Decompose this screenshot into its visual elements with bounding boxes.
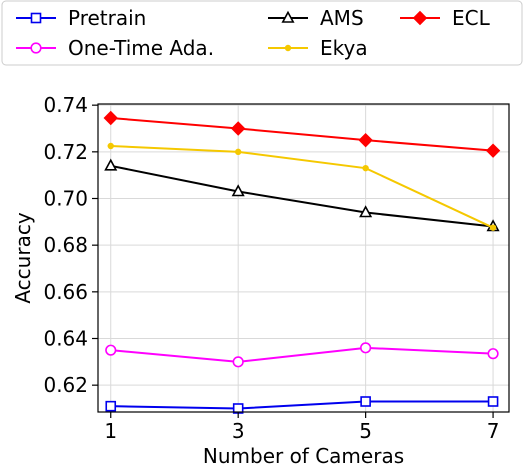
x-axis-label: Number of Cameras (203, 444, 404, 466)
data-point-one-time-ada (105, 344, 117, 356)
data-point-ecl (358, 132, 373, 148)
y-tick-label: 0.62 (43, 373, 88, 397)
series-line-one-time-ada (110, 346, 494, 363)
legend: Pretrain One-Time Ada. AMS Ekya ECL (1, 0, 523, 66)
data-point-one-time-ada (232, 356, 244, 368)
legend-marker-ekya (284, 44, 292, 52)
data-point-ams (231, 184, 245, 197)
data-point-ekya (489, 224, 497, 231)
data-point-ams (359, 205, 373, 218)
plot-frame (97, 103, 510, 413)
series-layer (103, 110, 501, 414)
x-tick-label: 5 (359, 419, 372, 443)
x-tick-label: 7 (487, 419, 500, 443)
grid (98, 104, 509, 412)
data-point-ekya (234, 148, 242, 156)
series-ams (104, 158, 500, 232)
y-tick-label: 0.64 (43, 327, 88, 351)
series-one-time-ada (105, 342, 499, 368)
legend-item-ams: AMS (268, 6, 364, 30)
data-point-one-time-ada (360, 342, 372, 354)
legend-frame (1, 0, 523, 66)
data-point-pretrain (105, 400, 117, 412)
series-line-ekya (110, 145, 494, 229)
legend-marker-pretrain (30, 12, 42, 24)
series-line-ecl (110, 117, 494, 152)
y-tick-label: 0.70 (43, 187, 88, 211)
series-line-ams (110, 164, 494, 228)
legend-marker-one-time-ada (30, 42, 42, 54)
legend-label-ecl: ECL (452, 6, 491, 30)
x-tick-label: 3 (232, 419, 245, 443)
data-point-ecl (230, 121, 246, 136)
data-point-ekya (362, 164, 369, 172)
series-ekya (107, 142, 497, 231)
legend-marker-ams (281, 10, 295, 23)
series-pretrain (105, 396, 499, 414)
legend-item-ecl: ECL (400, 6, 491, 30)
legend-item-pretrain: Pretrain (16, 6, 146, 30)
data-point-pretrain (360, 396, 371, 407)
legend-item-ekya: Ekya (268, 36, 368, 60)
data-point-ekya (107, 142, 114, 150)
data-point-ecl (103, 110, 118, 126)
series-ecl (103, 110, 501, 158)
x-tick-label: 1 (104, 419, 117, 443)
legend-label-ekya: Ekya (320, 36, 368, 60)
legend-marker-ecl (412, 10, 428, 26)
y-tick-label: 0.68 (43, 233, 88, 257)
y-tick-label: 0.66 (43, 280, 88, 304)
data-point-ams (104, 158, 118, 171)
data-point-one-time-ada (487, 348, 499, 360)
y-tick-label: 0.74 (43, 93, 88, 117)
legend-label-pretrain: Pretrain (68, 6, 146, 30)
y-axis-label: Accuracy (11, 212, 35, 303)
series-line-pretrain (110, 400, 494, 410)
axis-ticks: 1 3 5 7 0.62 0.64 0.66 0.68 0.70 0.72 0.74 (43, 93, 499, 443)
legend-item-one-time-ada: One-Time Ada. (16, 36, 214, 60)
data-point-ecl (485, 143, 501, 158)
legend-label-ams: AMS (320, 6, 364, 30)
data-point-pretrain (487, 396, 499, 407)
legend-label-one-time-ada: One-Time Ada. (68, 36, 214, 60)
y-tick-label: 0.72 (43, 140, 88, 164)
